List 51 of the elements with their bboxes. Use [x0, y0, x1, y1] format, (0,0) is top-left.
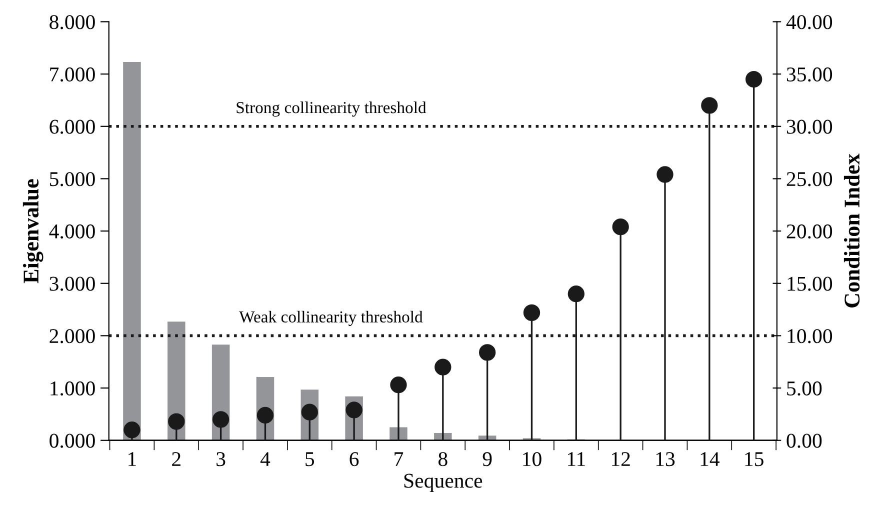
bar [123, 62, 141, 440]
x-tick-label: 5 [306, 452, 314, 466]
y-tick-label: 7.000 [50, 67, 95, 82]
x-tick-label: 8 [438, 452, 448, 466]
ref-line-label: Weak collinearity threshold [239, 310, 423, 326]
point [212, 411, 230, 428]
x-tick-label: 9 [482, 452, 492, 466]
y-tick-label: 0.000 [50, 434, 95, 448]
point [168, 413, 185, 430]
y-tick-label: 5.000 [50, 172, 95, 186]
point [434, 358, 452, 376]
y-axis-title: Eigenvalue [22, 179, 44, 284]
y-tick-label: 1.000 [50, 381, 95, 396]
point [478, 344, 496, 361]
y2-tick-label: 15.00 [788, 276, 832, 291]
x-tick-label: 1 [128, 452, 136, 466]
point [701, 97, 718, 114]
x-tick-label: 12 [612, 452, 630, 466]
x-tick-label: 14 [700, 452, 720, 466]
y2-tick-label: 40.00 [786, 15, 832, 30]
y2-tick-label: 30.00 [786, 120, 832, 134]
y-tick-label: 3.000 [50, 276, 95, 291]
point [656, 166, 674, 183]
y-tick-label: 8.000 [50, 15, 95, 30]
y2-axis-title: Condition Index [844, 154, 860, 308]
x-tick-label: 15 [745, 452, 764, 466]
y-tick-label: 6.000 [50, 120, 95, 134]
x-axis-title: Sequence [404, 474, 482, 492]
x-tick-label: 11 [568, 452, 585, 466]
x-tick-label: 4 [260, 452, 270, 466]
y-tick-label: 2.000 [50, 329, 95, 344]
y2-tick-label: 25.00 [786, 172, 832, 186]
x-tick-label: 7 [394, 452, 404, 466]
x-tick-label: 6 [350, 452, 359, 466]
y2-tick-label: 5.00 [787, 381, 822, 396]
y2-tick-label: 35.00 [786, 67, 832, 82]
x-tick-label: 13 [656, 452, 675, 466]
ref-line-label: Strong collinearity threshold [236, 101, 426, 117]
y2-tick-label: 10.00 [788, 329, 832, 344]
point [568, 286, 584, 302]
point [746, 70, 762, 88]
x-tick-label: 2 [172, 452, 180, 466]
point [523, 304, 540, 322]
point [124, 422, 140, 438]
x-tick-label: 10 [523, 452, 542, 466]
y-tick-label: 4.000 [49, 224, 95, 239]
point [612, 218, 629, 236]
point [390, 376, 407, 394]
y2-tick-label: 0.00 [786, 434, 822, 448]
y2-tick-label: 20.00 [786, 224, 832, 239]
x-tick-label: 3 [216, 452, 226, 466]
